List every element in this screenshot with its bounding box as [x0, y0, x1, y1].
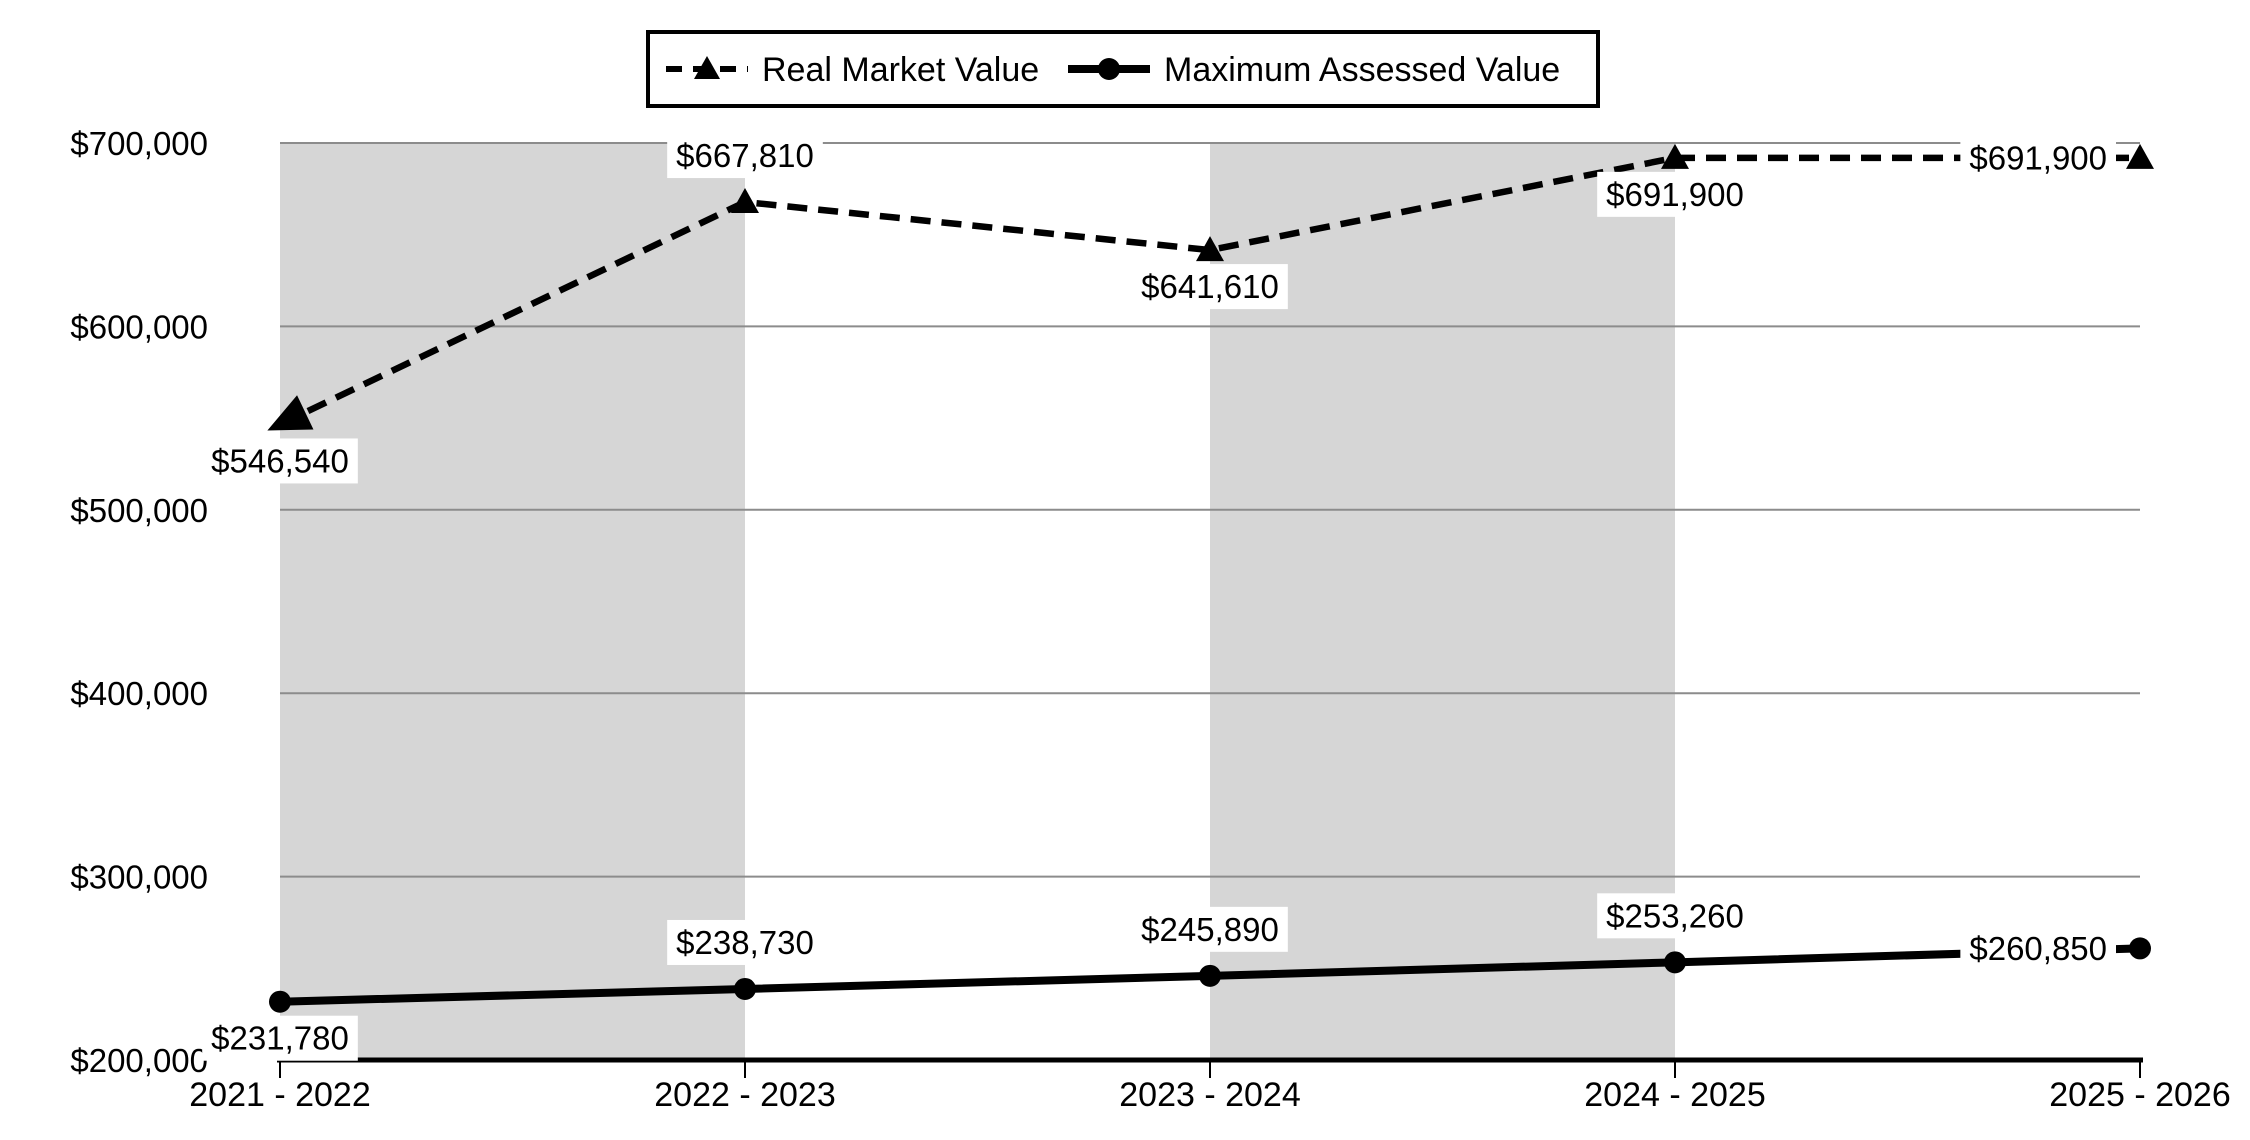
data-label-background [1960, 925, 2116, 971]
data-label-background [202, 1015, 358, 1061]
x-axis-tick-label: 2025 - 2026 [2049, 1076, 2231, 1114]
data-point-circle-icon [2129, 937, 2151, 960]
legend-label-maximum-assessed-value: Maximum Assessed Value [1164, 51, 1560, 89]
data-point-triangle-icon [1661, 143, 1689, 169]
data-label: $231,780 [211, 1020, 349, 1057]
data-label-background [202, 438, 358, 484]
data-label-background [1960, 135, 2116, 181]
data-label: $641,610 [1141, 268, 1279, 305]
data-label: $245,890 [1141, 911, 1279, 948]
data-label: $691,900 [1969, 139, 2107, 176]
data-label: $260,850 [1969, 930, 2107, 967]
y-axis-tick-label: $500,000 [70, 492, 208, 529]
data-point-triangle-icon [731, 188, 759, 214]
data-label: $667,810 [676, 137, 814, 174]
data-label-background [1597, 171, 1753, 217]
data-point-arrowhead-icon [267, 395, 314, 431]
x-axis-tick-label: 2023 - 2024 [1119, 1076, 1301, 1114]
x-axis-tick-label: 2021 - 2022 [189, 1076, 371, 1114]
data-label: $691,900 [1606, 176, 1744, 213]
data-label: $546,540 [211, 442, 349, 479]
data-label-background [1132, 906, 1288, 952]
plot-band [280, 143, 745, 1060]
data-label-background [1597, 893, 1753, 939]
data-point-triangle-icon [1196, 236, 1224, 262]
data-point-circle-icon [1664, 951, 1686, 974]
data-point-circle-icon [734, 977, 756, 1000]
data-point-circle-icon [269, 990, 291, 1013]
data-point-triangle-icon [2126, 143, 2154, 169]
data-label-background [667, 133, 823, 179]
y-axis-tick-label: $200,000 [70, 1042, 208, 1079]
y-axis-tick-label: $600,000 [70, 308, 208, 345]
y-axis-tick-label: $300,000 [70, 859, 208, 896]
legend-triangle-icon [694, 56, 720, 79]
y-axis-tick-label: $700,000 [70, 125, 208, 162]
data-label: $238,730 [676, 924, 814, 961]
data-label-background [667, 919, 823, 965]
data-label: $253,260 [1606, 897, 1744, 934]
series-line-real-market-value [278, 154, 2140, 428]
x-axis-tick-label: 2024 - 2025 [1584, 1076, 1766, 1114]
data-label-background [1132, 264, 1288, 310]
legend-circle-icon [1098, 58, 1120, 80]
x-axis-tick-label: 2022 - 2023 [654, 1076, 836, 1114]
y-axis-tick-label: $400,000 [70, 675, 208, 712]
legend-label-real-market-value: Real Market Value [762, 51, 1039, 89]
data-point-circle-icon [1199, 964, 1221, 987]
